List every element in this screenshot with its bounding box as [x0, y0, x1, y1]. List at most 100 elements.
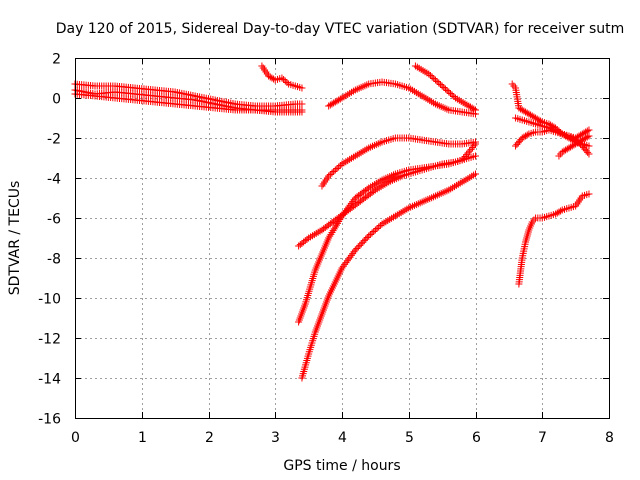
data-point [464, 149, 472, 157]
data-point [349, 198, 357, 206]
data-point [467, 145, 475, 153]
data-point [445, 88, 453, 96]
series-arc-5 [325, 78, 479, 118]
data-point [460, 154, 468, 162]
data-point [341, 260, 349, 268]
data-point [430, 75, 438, 82]
data-point [341, 208, 349, 216]
data-point [335, 163, 343, 171]
series-arc-10 [298, 170, 479, 382]
data-point [472, 140, 479, 148]
y-tick-label: -14 [38, 372, 61, 388]
data-point [342, 207, 350, 215]
data-point [343, 205, 351, 213]
data-point [438, 82, 446, 90]
data-point [583, 133, 591, 141]
data-point [333, 165, 341, 172]
data-point [327, 230, 335, 238]
x-tick-label: 2 [205, 430, 214, 446]
data-point [338, 264, 346, 272]
data-point [359, 238, 367, 246]
x-tick-label: 6 [472, 430, 481, 446]
data-point [584, 148, 592, 156]
data-point [463, 151, 471, 159]
data-point [346, 253, 354, 261]
y-tick-label: -6 [47, 212, 61, 228]
data-point [371, 226, 379, 234]
series-arc-8 [295, 152, 479, 250]
x-tick-label: 4 [338, 430, 347, 446]
data-point [347, 251, 355, 259]
y-tick-label: -12 [38, 332, 61, 348]
series-arc-7 [318, 134, 479, 190]
x-tick-label: 7 [538, 430, 547, 446]
data-point [436, 81, 444, 88]
series-arc-6 [411, 62, 479, 114]
series-arc-1 [71, 80, 306, 110]
data-point [446, 90, 454, 97]
data-point [472, 152, 479, 160]
data-point [441, 85, 449, 93]
data-point [472, 170, 479, 178]
series-arc-9 [295, 140, 479, 326]
data-point [557, 207, 565, 215]
data-point [356, 241, 364, 249]
data-point [583, 127, 591, 135]
data-point [283, 79, 291, 86]
data-point [351, 246, 359, 254]
x-tick-label: 3 [271, 430, 280, 446]
data-point [298, 84, 306, 92]
data-point [331, 166, 339, 174]
data-point [435, 79, 443, 87]
x-tick-label: 0 [71, 430, 80, 446]
series-arc-14 [555, 132, 593, 160]
data-point [376, 222, 384, 229]
data-point [328, 169, 336, 177]
data-point [365, 232, 373, 240]
data-point [298, 100, 306, 108]
data-point [370, 228, 378, 235]
data-point [362, 235, 370, 243]
data-point [461, 152, 469, 160]
y-axis-label: SDTVAR / TECUs [7, 181, 23, 296]
data-point [342, 259, 350, 267]
data-point [336, 95, 344, 103]
data-point [354, 243, 362, 251]
y-tick-label: -8 [47, 252, 61, 268]
data-point [357, 240, 365, 248]
data-point [343, 257, 351, 265]
data-point [336, 162, 344, 169]
data-point [330, 168, 338, 175]
data-point [278, 74, 286, 82]
data-point [448, 91, 456, 99]
x-axis-label: GPS time / hours [283, 458, 400, 474]
data-point [470, 105, 478, 113]
data-point [425, 70, 433, 78]
x-tick-label: 8 [605, 430, 614, 446]
data-point [345, 203, 353, 211]
data-point [585, 190, 593, 198]
data-point [303, 235, 311, 243]
x-tick-label: 1 [138, 430, 147, 446]
series-arc-13 [512, 114, 593, 150]
data-point [280, 76, 288, 83]
data-point [426, 72, 434, 79]
data-point [339, 210, 347, 218]
data-point [370, 187, 378, 195]
data-point [458, 156, 466, 164]
data-point [469, 144, 477, 152]
data-point [373, 225, 381, 232]
chart-title: Day 120 of 2015, Sidereal Day-to-day VTE… [56, 21, 625, 37]
y-tick-label: -10 [38, 292, 61, 308]
data-point [337, 214, 345, 222]
y-tick-label: -4 [47, 172, 61, 188]
data-point [338, 212, 346, 220]
data-point [523, 131, 531, 139]
data-point [281, 77, 289, 85]
data-point [470, 142, 478, 150]
y-tick-label: -2 [47, 132, 61, 148]
data-point [334, 219, 342, 227]
data-point [375, 223, 383, 231]
data-point [585, 142, 593, 150]
